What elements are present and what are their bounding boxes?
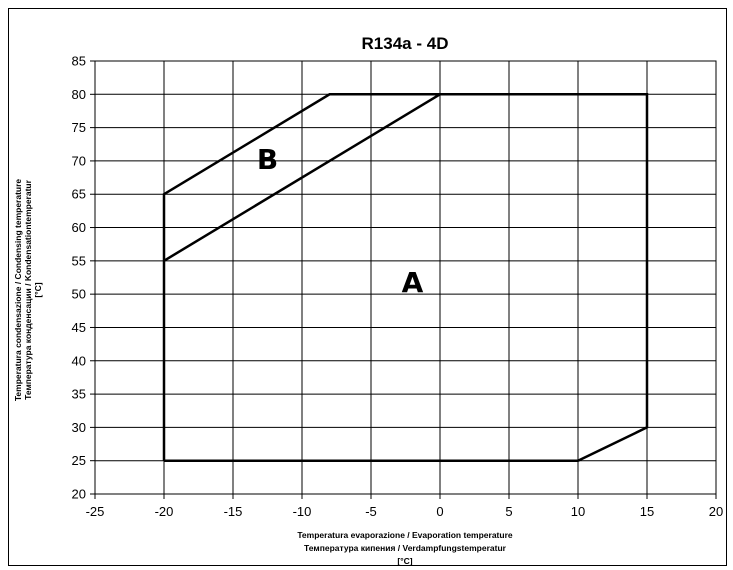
x-tick-label: -25 [86,504,105,519]
x-tick-label: 20 [709,504,723,519]
y-tick-label: 80 [72,87,86,102]
x-axis-label-line-2: Температура кипения / Verdampfungstemper… [304,543,507,553]
y-tick-label: 40 [72,353,86,368]
y-tick-label: 20 [72,487,86,502]
region-label-b: B [257,143,278,176]
y-tick-label: 50 [72,287,86,302]
x-tick-label: 10 [571,504,585,519]
x-tick-label: 0 [436,504,443,519]
x-tick-labels: -25 -20 -15 -10 -5 0 5 10 15 20 [86,504,724,519]
x-tick-label: -20 [155,504,174,519]
region-label-a: A [402,266,424,299]
y-tick-label: 70 [72,153,86,168]
y-tick-label: 30 [72,420,86,435]
y-tick-label: 35 [72,387,86,402]
y-tick-label: 75 [72,120,86,135]
x-axis-label-line-3: [°C] [397,556,412,566]
y-tick-label: 45 [72,320,86,335]
y-tick-labels: 20 25 30 35 40 45 50 55 60 65 70 75 80 85 [72,54,86,502]
y-tick-label: 25 [72,453,86,468]
y-axis-label-line-3: [°C] [33,282,43,297]
x-tick-label: 5 [505,504,512,519]
y-axis-label: Temperatura condensazione / Condensing t… [13,179,43,402]
y-axis-label-line-1: Temperatura condensazione / Condensing t… [13,179,23,402]
y-tick-label: 85 [72,54,86,69]
y-axis-label-line-2: Температура конденсации / Kondensationte… [23,179,33,400]
x-tick-label: -10 [293,504,312,519]
x-axis-label-line-1: Temperatura evaporazione / Evaporation t… [297,530,513,540]
y-tick-label: 65 [72,187,86,202]
chart-title: R134a - 4D [362,34,449,53]
x-tick-label: -5 [365,504,377,519]
y-tick-label: 55 [72,253,86,268]
y-tick-label: 60 [72,220,86,235]
x-tick-label: -15 [224,504,243,519]
x-tick-label: 15 [640,504,654,519]
